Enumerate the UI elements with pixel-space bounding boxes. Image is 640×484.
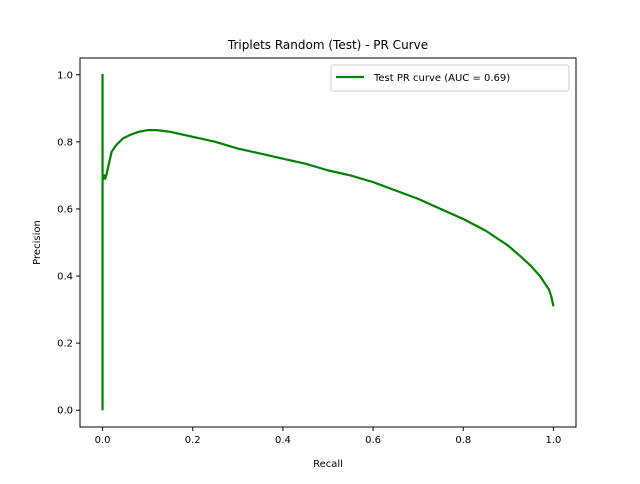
y-axis: 0.0 0.2 0.4 0.6 0.8 1.0 [57, 70, 80, 417]
y-tick-label: 0.8 [57, 137, 73, 148]
x-tick-label: 0.4 [275, 435, 291, 446]
x-tick-label: 1.0 [546, 435, 562, 446]
y-tick-label: 0.6 [57, 204, 73, 215]
axes-frame [79, 57, 577, 428]
series-line [101, 73, 555, 411]
x-tick-label: 0.6 [365, 435, 381, 446]
y-tick-label: 1.0 [57, 70, 73, 81]
y-axis-label: Precision [32, 220, 43, 265]
legend-box [330, 64, 570, 92]
legend: Test PR curve (AUC = 0.69) [330, 64, 570, 92]
x-tick-label: 0.2 [185, 435, 201, 446]
plot-area [101, 73, 555, 411]
x-axis-label: Recall [313, 459, 343, 470]
legend-label: Test PR curve (AUC = 0.69) [373, 73, 510, 84]
x-tick-label: 0.0 [95, 435, 111, 446]
chart-title: Triplets Random (Test) - PR Curve [227, 38, 428, 52]
x-axis: 0.0 0.2 0.4 0.6 0.8 1.0 [95, 427, 562, 446]
y-tick-label: 0.2 [57, 339, 73, 350]
x-tick-label: 0.8 [455, 435, 471, 446]
y-tick-label: 0.4 [57, 272, 73, 283]
y-tick-label: 0.0 [57, 406, 73, 417]
